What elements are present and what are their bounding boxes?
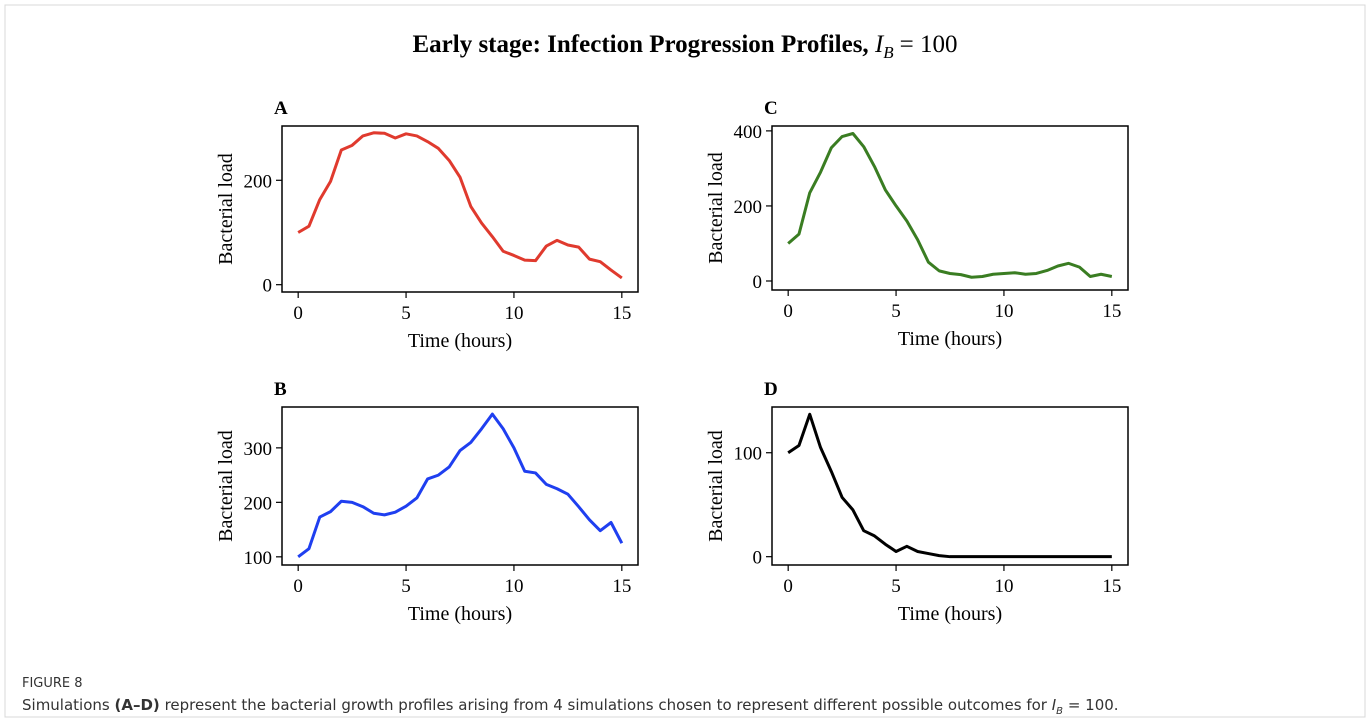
caption-sub: B [1056, 706, 1064, 717]
panel-label: A [274, 98, 288, 119]
x-tick-label: 15 [1102, 576, 1121, 597]
caption-text: = 100. [1067, 696, 1119, 714]
x-tick-label: 0 [783, 301, 793, 322]
x-tick-label: 10 [994, 576, 1013, 597]
title-sub: B [883, 43, 894, 62]
frame [4, 4, 1366, 718]
plot-frame [281, 125, 639, 293]
x-axis-label: Time (hours) [408, 330, 512, 352]
caption-var: I [1051, 696, 1057, 714]
x-tick-label: 0 [293, 576, 303, 597]
data-line [297, 131, 623, 280]
panel-label: D [764, 379, 778, 400]
plot-frame [771, 406, 1129, 566]
x-tick-label: 5 [891, 301, 901, 322]
caption-text: Simulations [22, 696, 110, 714]
caption-panels: (A–D) [114, 696, 160, 714]
title-var: I [874, 31, 885, 58]
y-axis-label: Bacterial load [705, 430, 727, 542]
x-tick-label: 10 [504, 576, 523, 597]
panel-label: B [274, 379, 287, 400]
panel-label: C [764, 98, 778, 119]
x-tick-label: 15 [1102, 301, 1121, 322]
y-axis-label: Bacterial load [215, 430, 237, 542]
x-tick-label: 5 [401, 303, 411, 324]
y-tick-label: 400 [734, 122, 763, 143]
title-eq: = 100 [900, 31, 958, 58]
x-tick-label: 0 [293, 303, 303, 324]
y-axis-label: Bacterial load [705, 152, 727, 264]
y-axis-label: Bacterial load [215, 153, 237, 265]
y-tick-label: 0 [753, 548, 763, 569]
y-tick-label: 200 [244, 493, 273, 514]
x-tick-label: 10 [994, 301, 1013, 322]
y-tick-label: 200 [244, 171, 273, 192]
x-axis-label: Time (hours) [408, 603, 512, 625]
x-tick-label: 0 [783, 576, 793, 597]
title-text: Early stage: Infection Progression Profi… [412, 31, 868, 58]
y-tick-label: 300 [244, 439, 273, 460]
data-line [787, 132, 1113, 279]
x-tick-label: 5 [891, 576, 901, 597]
caption: Simulations (A–D) represent the bacteria… [22, 696, 1119, 717]
y-tick-label: 200 [734, 197, 763, 218]
x-axis-label: Time (hours) [898, 328, 1002, 350]
caption-text: represent the bacterial growth profiles … [164, 696, 1047, 714]
data-line [787, 412, 1112, 559]
plot-frame [771, 125, 1129, 291]
figure-title: Early stage: Infection Progression Profi… [412, 31, 957, 62]
y-tick-label: 0 [753, 272, 763, 293]
y-tick-label: 100 [244, 548, 273, 569]
caption-label: FIGURE 8 [22, 676, 83, 691]
plot-frame [281, 406, 639, 566]
y-tick-label: 0 [263, 276, 273, 297]
data-line [297, 412, 624, 559]
x-axis-label: Time (hours) [898, 603, 1002, 625]
x-tick-label: 15 [612, 576, 631, 597]
y-tick-label: 100 [734, 444, 763, 465]
x-tick-label: 10 [504, 303, 523, 324]
x-tick-label: 5 [401, 576, 411, 597]
x-tick-label: 15 [612, 303, 631, 324]
